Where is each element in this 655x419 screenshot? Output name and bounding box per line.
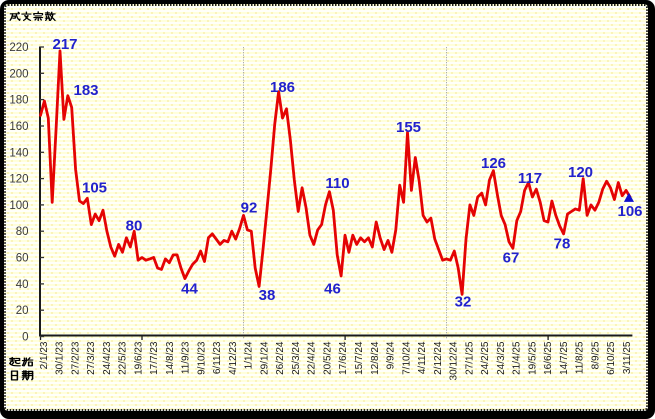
svg-text:27/3/23: 27/3/23 bbox=[86, 341, 97, 375]
svg-text:0: 0 bbox=[22, 332, 28, 344]
svg-text:160: 160 bbox=[9, 121, 28, 133]
svg-text:24/3/25: 24/3/25 bbox=[496, 341, 507, 375]
svg-text:21/4/25: 21/4/25 bbox=[512, 341, 523, 375]
svg-text:117: 117 bbox=[518, 170, 542, 187]
svg-text:2/1/23: 2/1/23 bbox=[39, 341, 50, 369]
svg-text:14/8/23: 14/8/23 bbox=[165, 341, 176, 375]
svg-text:29/1/24: 29/1/24 bbox=[259, 341, 270, 375]
svg-text:16/6/25: 16/6/25 bbox=[543, 341, 554, 375]
svg-text:12/8/24: 12/8/24 bbox=[370, 341, 381, 375]
svg-text:27/1/25: 27/1/25 bbox=[464, 341, 475, 375]
svg-text:180: 180 bbox=[9, 95, 28, 107]
svg-text:9/10/23: 9/10/23 bbox=[196, 341, 207, 375]
svg-text:19/6/23: 19/6/23 bbox=[133, 341, 144, 375]
svg-text:15/7/24: 15/7/24 bbox=[354, 341, 365, 375]
svg-text:100: 100 bbox=[9, 200, 28, 212]
svg-text:3/11/25: 3/11/25 bbox=[622, 341, 633, 374]
svg-text:110: 110 bbox=[325, 175, 349, 192]
svg-text:2/12/24: 2/12/24 bbox=[433, 341, 444, 375]
svg-text:60: 60 bbox=[16, 253, 29, 265]
svg-text:80: 80 bbox=[126, 217, 143, 234]
svg-text:4/12/23: 4/12/23 bbox=[228, 341, 239, 375]
svg-text:22/5/23: 22/5/23 bbox=[118, 341, 129, 375]
svg-text:78: 78 bbox=[554, 235, 571, 252]
svg-text:155: 155 bbox=[396, 119, 421, 136]
svg-text:220: 220 bbox=[9, 42, 28, 54]
svg-text:92: 92 bbox=[241, 199, 258, 216]
svg-text:20/5/24: 20/5/24 bbox=[323, 341, 334, 375]
svg-text:11/8/25: 11/8/25 bbox=[575, 341, 586, 374]
svg-text:30/12/24: 30/12/24 bbox=[449, 341, 460, 380]
svg-text:186: 186 bbox=[270, 79, 295, 96]
svg-text:120: 120 bbox=[9, 174, 28, 186]
svg-text:4/11/24: 4/11/24 bbox=[417, 341, 428, 374]
svg-text:105: 105 bbox=[82, 179, 107, 196]
svg-text:44: 44 bbox=[181, 280, 198, 297]
svg-text:11/9/23: 11/9/23 bbox=[181, 341, 192, 374]
svg-text:24/2/25: 24/2/25 bbox=[480, 341, 491, 375]
svg-text:32: 32 bbox=[455, 293, 472, 310]
svg-text:27/2/23: 27/2/23 bbox=[70, 341, 81, 375]
svg-text:9/9/24: 9/9/24 bbox=[386, 341, 397, 369]
svg-text:22/4/24: 22/4/24 bbox=[307, 341, 318, 375]
svg-text:67: 67 bbox=[503, 249, 520, 266]
svg-text:106: 106 bbox=[617, 203, 642, 220]
svg-text:80: 80 bbox=[16, 226, 29, 238]
svg-text:19/5/25: 19/5/25 bbox=[527, 341, 538, 375]
svg-text:20: 20 bbox=[16, 305, 29, 317]
svg-text:1/1/24: 1/1/24 bbox=[244, 341, 255, 369]
svg-text:26/2/24: 26/2/24 bbox=[275, 341, 286, 375]
svg-text:24/4/23: 24/4/23 bbox=[102, 341, 113, 375]
svg-text:40: 40 bbox=[16, 279, 29, 291]
svg-text:183: 183 bbox=[73, 82, 98, 99]
svg-text:17/7/23: 17/7/23 bbox=[149, 341, 160, 375]
svg-text:38: 38 bbox=[259, 287, 276, 304]
svg-text:126: 126 bbox=[481, 155, 506, 172]
svg-text:140: 140 bbox=[9, 147, 28, 159]
svg-text:6/11/23: 6/11/23 bbox=[212, 341, 223, 374]
svg-text:17/6/24: 17/6/24 bbox=[338, 341, 349, 375]
svg-text:217: 217 bbox=[52, 36, 77, 53]
svg-text:8/9/25: 8/9/25 bbox=[590, 341, 601, 369]
svg-text:6/10/25: 6/10/25 bbox=[606, 341, 617, 375]
svg-text:30/1/23: 30/1/23 bbox=[55, 341, 66, 375]
svg-text:14/7/25: 14/7/25 bbox=[559, 341, 570, 375]
svg-text:46: 46 bbox=[324, 280, 341, 297]
svg-text:25/3/24: 25/3/24 bbox=[291, 341, 302, 375]
svg-text:200: 200 bbox=[9, 68, 28, 80]
svg-text:120: 120 bbox=[568, 164, 593, 181]
svg-text:7/10/24: 7/10/24 bbox=[401, 341, 412, 375]
